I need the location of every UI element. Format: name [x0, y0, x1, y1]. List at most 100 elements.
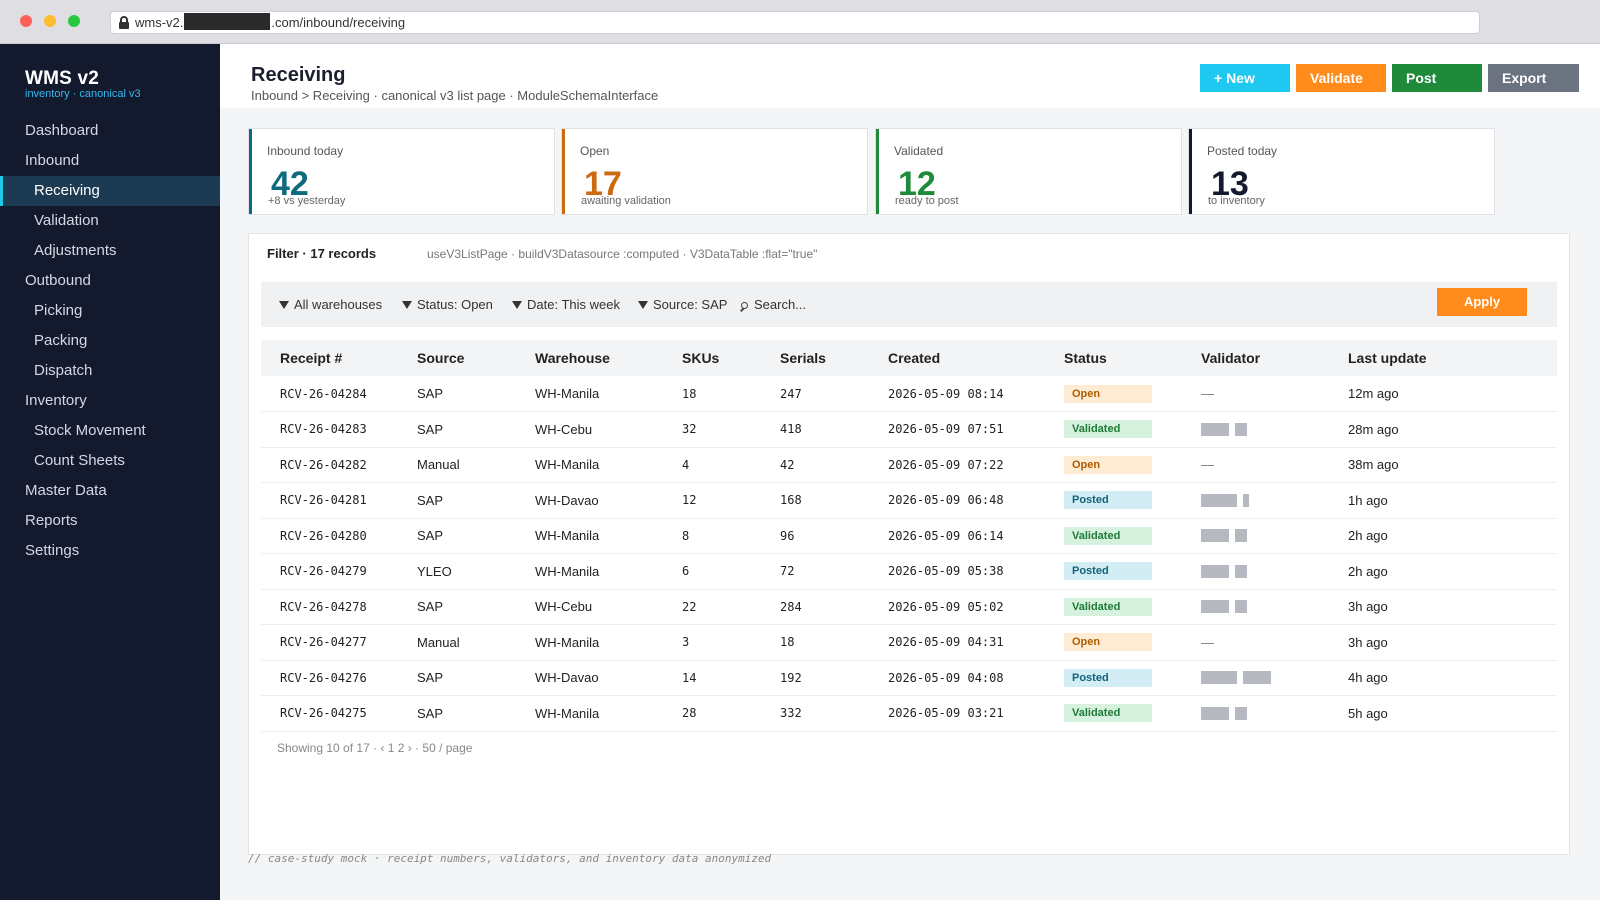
sidebar-item-packing[interactable]: Packing [34, 332, 88, 349]
last-update-cell: 3h ago [1348, 599, 1388, 615]
brand[interactable]: WMS v2 inventory · canonical v3 [25, 68, 141, 100]
serials-cell: 42 [780, 457, 795, 472]
column-header-skus[interactable]: SKUs [682, 350, 720, 366]
receipt-number[interactable]: RCV-26-04282 [280, 457, 367, 472]
sidebar-nav: Dashboard Inbound Receiving Validation Adjus… [0, 116, 220, 566]
post-button[interactable]: Post [1392, 64, 1482, 92]
search-input[interactable]: Search... [741, 297, 806, 312]
table-row[interactable]: RCV-26-04277 Manual WH-Manila 3 18 2026-05-09… [261, 625, 1557, 660]
sidebar-item-validation[interactable]: Validation [34, 212, 99, 229]
validate-button[interactable]: Validate [1296, 64, 1386, 92]
sidebar-item-count-sheets[interactable]: Count Sheets [34, 452, 125, 469]
sidebar-item-inventory[interactable]: Inventory [25, 392, 87, 409]
table-row[interactable]: RCV-26-04280 SAP WH-Manila 8 96 2026-05-09 06… [261, 518, 1557, 554]
url-prefix: wms-v2. [135, 15, 184, 30]
sidebar-item-dashboard[interactable]: Dashboard [25, 122, 99, 139]
status-badge: Posted [1064, 562, 1152, 581]
new-button[interactable]: + New [1200, 64, 1290, 92]
date-filter-label: Date: This week [527, 297, 620, 312]
sidebar-item-settings[interactable]: Settings [25, 542, 80, 559]
sidebar-item-inbound[interactable]: Inbound [25, 152, 80, 169]
validator-redacted [1243, 493, 1249, 507]
receipt-number[interactable]: RCV-26-04284 [280, 386, 367, 401]
kpi-card-posted-today: Posted today 13 to inventory [1188, 128, 1495, 215]
validator-redacted [1243, 671, 1271, 685]
footnote: // case-study mock · receipt numbers, va… [248, 852, 772, 865]
validator-cell [1182, 518, 1329, 554]
brand-subtitle: inventory · canonical v3 [25, 88, 141, 100]
minimize-window-button[interactable] [44, 15, 56, 27]
table-row[interactable]: RCV-26-04284 SAP WH-Manila 18 247 2026-05-09 … [261, 376, 1557, 412]
last-update-cell: 3h ago [1348, 634, 1388, 650]
skus-cell: 28 [682, 706, 697, 721]
date-filter[interactable]: Date: This week [512, 297, 620, 312]
apply-button[interactable]: Apply [1437, 288, 1527, 316]
table-row[interactable]: RCV-26-04278 SAP WH-Cebu 22 284 2026-05-09 05… [261, 589, 1557, 625]
sidebar-item-picking[interactable]: Picking [34, 302, 83, 319]
receipt-number[interactable]: RCV-26-04278 [280, 599, 367, 614]
table-row[interactable]: RCV-26-04282 Manual WH-Manila 4 42 2026-05-09… [261, 447, 1557, 483]
created-cell: 2026-05-09 03:21 [888, 706, 1004, 721]
address-bar[interactable]: wms-v2. .com/inbound/receiving [110, 11, 1480, 34]
serials-cell: 18 [780, 635, 795, 650]
receipt-number[interactable]: RCV-26-04283 [280, 422, 367, 437]
receipt-number[interactable]: RCV-26-04275 [280, 706, 367, 721]
export-button[interactable]: Export [1488, 64, 1579, 92]
kpi-subtext: ready to post [895, 195, 959, 207]
sidebar-item-master-data[interactable]: Master Data [25, 482, 107, 499]
main-content: Receiving Inbound > Receiving · canonica… [220, 44, 1600, 900]
warehouse-cell: WH-Manila [535, 457, 600, 473]
table-row[interactable]: RCV-26-04283 SAP WH-Cebu 32 418 2026-05-09 07… [261, 412, 1557, 447]
created-cell: 2026-05-09 07:22 [888, 457, 1004, 472]
pagination[interactable]: Showing 10 of 17 · ‹ 1 2 › · 50 / page [277, 741, 473, 755]
table-row[interactable]: RCV-26-04276 SAP WH-Davao 14 192 2026-05-09 0… [261, 660, 1557, 696]
dropdown-triangle-icon [279, 301, 289, 309]
receipt-number[interactable]: RCV-26-04276 [280, 670, 367, 685]
created-cell: 2026-05-09 06:48 [888, 493, 1004, 508]
table-row[interactable]: RCV-26-04281 SAP WH-Davao 12 168 2026-05-09 0… [261, 483, 1557, 518]
warehouse-cell: WH-Manila [535, 563, 600, 579]
close-window-button[interactable] [20, 15, 32, 27]
source-filter-label: Source: SAP [653, 297, 728, 312]
column-header-receipt[interactable]: Receipt # [280, 350, 343, 366]
browser-chrome: wms-v2. .com/inbound/receiving [0, 0, 1600, 44]
warehouse-filter-label: All warehouses [294, 297, 383, 312]
page-header: Receiving Inbound > Receiving · canonica… [220, 44, 1600, 108]
last-update-cell: 4h ago [1348, 670, 1388, 686]
sidebar-item-dispatch[interactable]: Dispatch [34, 362, 93, 379]
warehouse-cell: WH-Manila [535, 386, 600, 401]
sidebar-item-receiving[interactable]: Receiving [0, 176, 220, 206]
filter-tech-note: useV3ListPage · buildV3Datasource :compu… [427, 247, 818, 261]
breadcrumb: Inbound > Receiving · canonical v3 list … [251, 88, 659, 103]
warehouse-cell: WH-Cebu [535, 599, 593, 615]
column-header-serials[interactable]: Serials [780, 350, 826, 366]
source-filter[interactable]: Source: SAP [638, 297, 727, 312]
sidebar-item-reports[interactable]: Reports [25, 512, 78, 529]
column-header-created[interactable]: Created [888, 350, 941, 366]
maximize-window-button[interactable] [68, 15, 80, 27]
status-filter[interactable]: Status: Open [402, 297, 493, 312]
table-row[interactable]: RCV-26-04275 SAP WH-Manila 28 332 2026-05-09 … [261, 696, 1557, 731]
validator-cell: — [1182, 447, 1329, 483]
receipt-number[interactable]: RCV-26-04280 [280, 528, 367, 543]
column-header-status[interactable]: Status [1064, 350, 1107, 366]
receipt-number[interactable]: RCV-26-04277 [280, 635, 367, 650]
kpi-value: 17 [584, 165, 622, 203]
receipt-number[interactable]: RCV-26-04281 [280, 493, 367, 508]
validator-redacted [1235, 600, 1247, 614]
created-cell: 2026-05-09 04:08 [888, 670, 1004, 685]
sidebar-item-stock-movement[interactable]: Stock Movement [34, 422, 146, 439]
column-header-source[interactable]: Source [417, 350, 465, 366]
sidebar-item-adjustments[interactable]: Adjustments [34, 242, 117, 259]
table-row[interactable]: RCV-26-04279 YLEO WH-Manila 6 72 2026-05-09 0… [261, 554, 1557, 590]
status-cell: Posted [1045, 554, 1182, 590]
serials-cell: 96 [780, 528, 795, 543]
column-header-validator[interactable]: Validator [1201, 350, 1261, 366]
warehouse-filter[interactable]: All warehouses [279, 297, 382, 312]
column-header-warehouse[interactable]: Warehouse [535, 350, 610, 366]
created-cell: 2026-05-09 08:14 [888, 386, 1004, 401]
sidebar-item-outbound[interactable]: Outbound [25, 272, 91, 289]
validator-redacted [1235, 564, 1247, 578]
column-header-last-update[interactable]: Last update [1348, 350, 1427, 366]
receipt-number[interactable]: RCV-26-04279 [280, 564, 367, 579]
